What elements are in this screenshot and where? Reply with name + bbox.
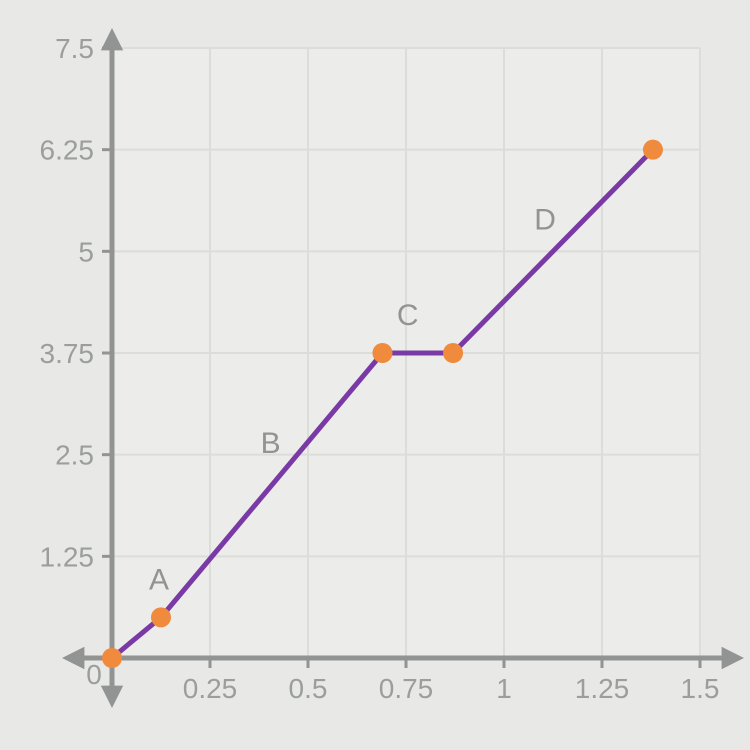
origin-label: 0 [86,659,102,690]
data-point [443,343,463,363]
y-tick-label: 2.5 [55,440,94,471]
line-chart: 1.25 2.5 3.75 5 6.25 7.5 0.25 0.5 0.75 1 1.25 1.5 0 A… [0,0,750,750]
data-point [372,343,392,363]
y-tick-label: 1.25 [40,541,95,572]
x-tick-label: 0.5 [289,673,328,704]
data-point [151,607,171,627]
y-tick-label: 7.5 [55,33,94,64]
x-tick-label: 1.5 [681,673,720,704]
segment-label: C [397,299,419,332]
x-tick-label: 1.25 [575,673,630,704]
segment-label: A [149,563,169,596]
x-tick-label: 1 [496,673,512,704]
y-tick-label: 3.75 [40,338,95,369]
y-tick-label: 6.25 [40,135,95,166]
chart-svg: 1.25 2.5 3.75 5 6.25 7.5 0.25 0.5 0.75 1 1.25 1.5 0 A… [0,0,750,750]
x-tick-label: 0.25 [183,673,238,704]
segment-label: D [534,203,556,236]
y-tick-label: 5 [78,236,94,267]
segment-label: B [261,427,281,460]
x-tick-label: 0.75 [379,673,434,704]
data-point [643,140,663,160]
data-point [102,648,122,668]
